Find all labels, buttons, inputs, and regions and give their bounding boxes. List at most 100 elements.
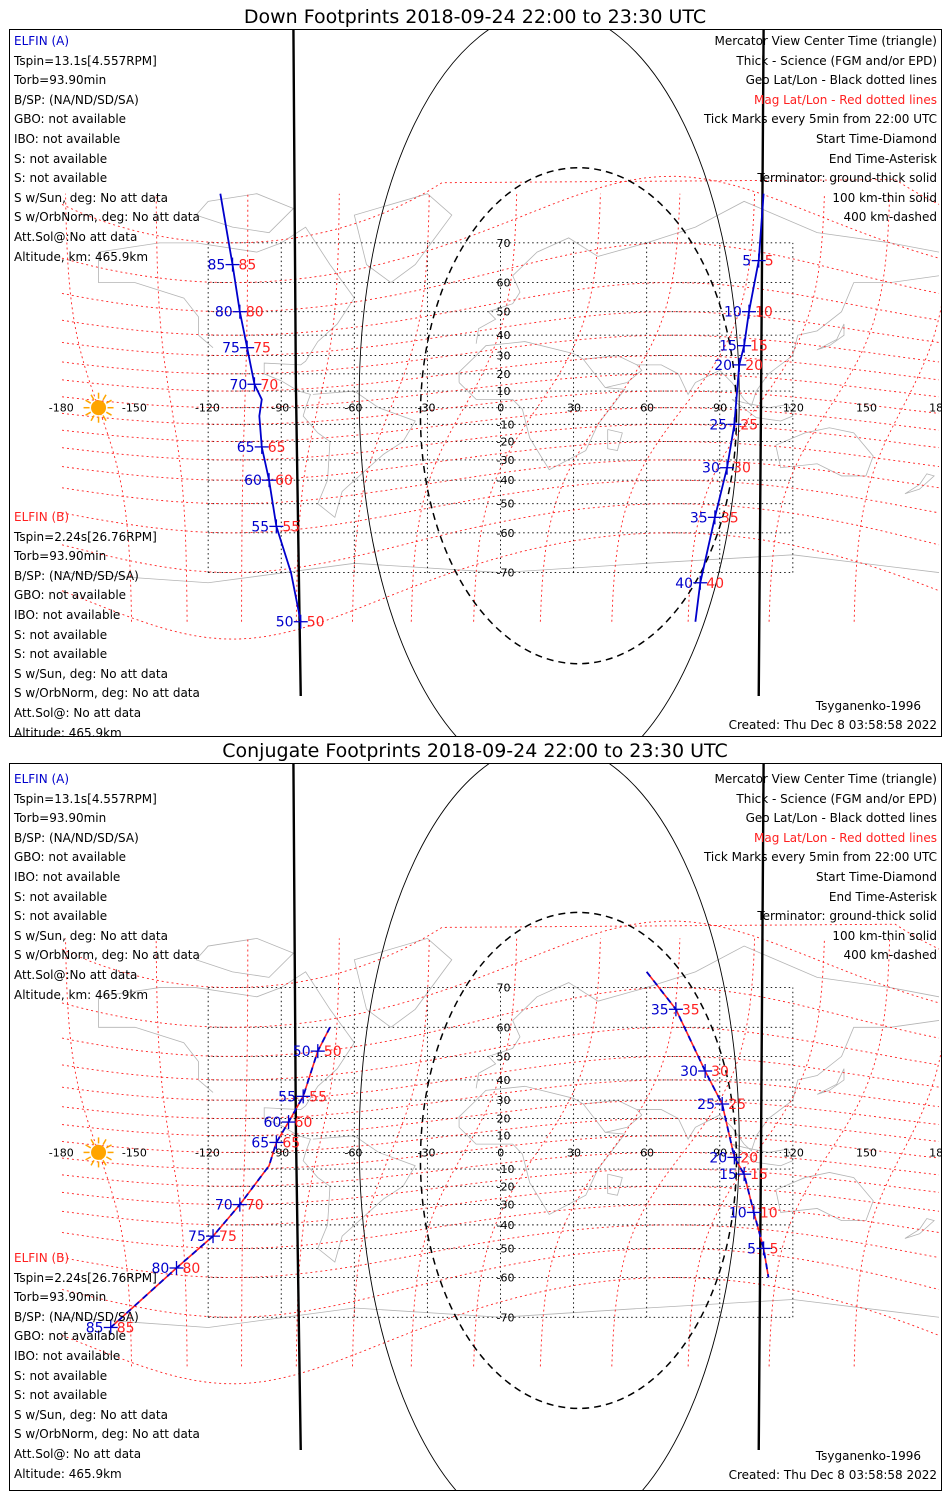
coastline xyxy=(607,429,623,452)
tick-label-red: 50 xyxy=(324,1044,342,1060)
sun-ray xyxy=(105,1144,112,1149)
coastline xyxy=(636,1020,940,1152)
legend-line: Thick - Science (FGM and/or EPD) xyxy=(736,53,937,68)
sun-ray xyxy=(90,394,95,401)
legend-line: End Time-Asterisk xyxy=(828,889,937,904)
tick-label-blue: 30 xyxy=(702,461,720,477)
bottom-map: -180 -150 -120 -90 -60 -30 0 30 60 90 120 150 180 70 6… xyxy=(49,764,941,1490)
lat-tick-label: 30 xyxy=(497,350,511,363)
info-line: S w/Sun, deg: No att data xyxy=(14,190,168,205)
info-line: B/SP: (NA/ND/SD/SA) xyxy=(14,1309,139,1324)
legend-line: Mercator View Center Time (triangle) xyxy=(714,772,937,786)
info-line: B/SP: (NA/ND/SD/SA) xyxy=(14,568,139,583)
tick-label-blue: 20 xyxy=(709,1150,727,1166)
info-line: Att.Sol@: No att data xyxy=(14,1446,142,1461)
legend-line: Terminator: ground-thick solid xyxy=(757,171,937,186)
info-line: S: not available xyxy=(14,627,108,642)
legend-line: Thick - Science (FGM and/or EPD) xyxy=(736,791,937,806)
lon-tick-label: 150 xyxy=(856,1146,877,1159)
bottom-model: Tsyganenko-1996 xyxy=(815,1449,921,1463)
info-line: S: not available xyxy=(14,1368,108,1383)
mag-lat-line xyxy=(61,242,940,313)
tick-label-blue: 15 xyxy=(719,339,737,355)
lon-tick-label: -180 xyxy=(49,402,74,415)
tick-label-blue: 85 xyxy=(86,1320,104,1336)
tick-label-red: 25 xyxy=(728,1097,746,1113)
legend-line: Terminator: ground-thick solid xyxy=(757,909,937,924)
tick-label-blue: 35 xyxy=(690,510,708,526)
sun-ray xyxy=(85,399,92,404)
legend-line: Mag Lat/Lon - Red dotted lines xyxy=(753,92,937,107)
sun-ray xyxy=(105,411,112,416)
tick-label-red: 5 xyxy=(765,254,774,270)
lon-tick-label: -150 xyxy=(122,402,147,415)
lon-tick-label: -180 xyxy=(49,1146,74,1159)
tick-label-blue: 50 xyxy=(276,615,294,631)
mag-lat-line xyxy=(61,179,940,244)
coastline-layer xyxy=(61,937,940,1328)
mag-lon-line xyxy=(687,193,825,622)
tick-label-red: 30 xyxy=(733,461,751,477)
info-line: S w/Sun, deg: No att data xyxy=(14,928,168,943)
lat-tick-label: -60 xyxy=(497,1272,515,1285)
info-line: Altitude: 465.9km xyxy=(14,725,122,737)
tick-label-red: 65 xyxy=(282,1135,300,1151)
mag-lon-line xyxy=(352,193,430,622)
info-line: Att.Sol@:No att data xyxy=(14,967,138,982)
coastline xyxy=(904,473,935,495)
tick-label-blue: 40 xyxy=(675,576,693,592)
mag-lat-line xyxy=(61,390,940,425)
mag-lon-line xyxy=(352,938,430,1367)
track-elfin-a: 85 85 80 80 75 75 70 70 65 65 60 60 55 55 50 50 xyxy=(208,193,325,631)
bottom-legend: Mercator View Center Time (triangle) Thic… xyxy=(704,770,937,966)
mag-lat-line xyxy=(61,334,940,375)
coastline xyxy=(607,1173,623,1196)
tick-label-red: 20 xyxy=(740,1150,758,1166)
lat-tick-label: -10 xyxy=(497,418,515,431)
terminator-400km xyxy=(419,166,738,665)
sun-ray xyxy=(102,1159,107,1166)
lat-tick-label: 20 xyxy=(497,368,511,381)
info-line: IBO: not available xyxy=(14,607,121,622)
info-line: Att.Sol@: No att data xyxy=(14,705,142,720)
info-line: S: not available xyxy=(14,171,108,186)
info-line: Att.Sol@:No att data xyxy=(14,229,138,244)
info-line: Tspin=13.1s[4.557RPM] xyxy=(14,791,157,806)
info-line: Tspin=2.24s[26.76RPM] xyxy=(14,1270,157,1285)
mag-lat-line xyxy=(61,407,940,443)
mag-lat-line xyxy=(61,1151,940,1187)
tick-label-red: 20 xyxy=(745,358,763,374)
mag-lat-line xyxy=(61,1247,940,1318)
tick-label-blue: 55 xyxy=(278,1089,296,1105)
lon-tick-label: -60 xyxy=(344,402,362,415)
info-line: Altitude, km: 465.9km xyxy=(14,987,149,1002)
lon-tick-label: 180 xyxy=(929,1146,941,1159)
mag-grid xyxy=(61,175,941,640)
info-line: S: not available xyxy=(14,909,108,924)
coastline xyxy=(475,200,940,344)
lat-tick-label: -40 xyxy=(497,474,515,487)
lon-tick-label: -90 xyxy=(271,1146,289,1159)
sun-ray xyxy=(90,1159,95,1166)
info-line: Altitude: 465.9km xyxy=(14,1466,122,1481)
info-line: Torb=93.90min xyxy=(14,73,107,88)
tick-label-blue: 25 xyxy=(697,1097,715,1113)
coastline xyxy=(458,1085,626,1215)
sun-ray xyxy=(105,399,112,404)
lon-tick-label: 30 xyxy=(567,1146,581,1159)
lat-tick-label: 60 xyxy=(497,277,511,290)
mag-lat-line xyxy=(61,459,940,505)
lon-tick-label: 60 xyxy=(640,402,654,415)
info-line: S: not available xyxy=(14,889,108,904)
tick-label-red: 55 xyxy=(282,519,300,535)
mag-lon-line xyxy=(687,938,825,1367)
coastline xyxy=(817,323,845,351)
mag-lat-line xyxy=(61,923,940,988)
lat-tick-label: 70 xyxy=(497,237,511,250)
lat-tick-label: 10 xyxy=(497,1130,511,1143)
info-line: GBO: not available xyxy=(14,112,127,127)
tick-label-red: 70 xyxy=(246,1198,264,1214)
lat-tick-label: -50 xyxy=(497,498,515,511)
